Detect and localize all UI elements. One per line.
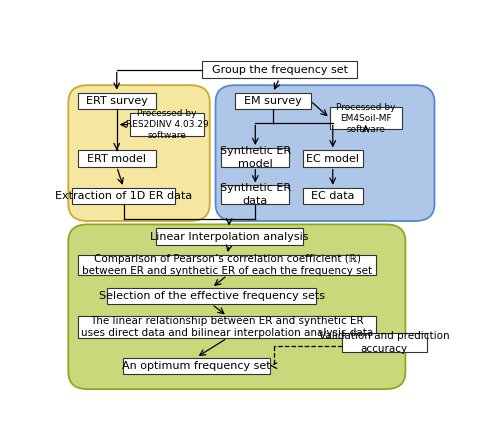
FancyBboxPatch shape: [78, 255, 376, 275]
Text: Selection of the effective frequency sets: Selection of the effective frequency set…: [98, 291, 324, 301]
FancyBboxPatch shape: [78, 93, 156, 109]
FancyBboxPatch shape: [68, 224, 406, 389]
Text: Extraction of 1D ER data: Extraction of 1D ER data: [55, 191, 192, 201]
FancyBboxPatch shape: [122, 358, 270, 374]
FancyBboxPatch shape: [72, 188, 175, 204]
FancyBboxPatch shape: [78, 150, 156, 167]
Text: Processed by
RES2DINV 4.03.29
software: Processed by RES2DINV 4.03.29 software: [126, 109, 208, 140]
FancyBboxPatch shape: [235, 93, 310, 109]
FancyBboxPatch shape: [202, 61, 357, 78]
Text: An optimum frequency set: An optimum frequency set: [122, 361, 270, 371]
Text: EC data: EC data: [311, 191, 354, 201]
Text: Comparison of Pearson’s correlation coefficient (ℝ)
between ER and synthetic ER : Comparison of Pearson’s correlation coef…: [82, 254, 372, 277]
Text: EM survey: EM survey: [244, 96, 302, 106]
FancyBboxPatch shape: [303, 150, 363, 167]
Text: Linear Interpolation analysis: Linear Interpolation analysis: [150, 232, 308, 242]
FancyBboxPatch shape: [216, 85, 434, 221]
Text: ERT model: ERT model: [88, 153, 146, 164]
FancyBboxPatch shape: [107, 288, 316, 304]
Text: Synthetic ER
model: Synthetic ER model: [220, 146, 291, 168]
FancyBboxPatch shape: [330, 107, 402, 129]
FancyBboxPatch shape: [68, 85, 210, 221]
FancyBboxPatch shape: [303, 188, 363, 204]
Text: Validation and prediction
accuracy: Validation and prediction accuracy: [319, 331, 450, 354]
FancyBboxPatch shape: [342, 333, 427, 352]
FancyBboxPatch shape: [130, 113, 204, 136]
FancyBboxPatch shape: [78, 316, 376, 338]
FancyBboxPatch shape: [222, 148, 289, 167]
FancyBboxPatch shape: [222, 185, 289, 204]
FancyBboxPatch shape: [156, 228, 303, 245]
Text: ERT survey: ERT survey: [86, 96, 148, 106]
Text: EC model: EC model: [306, 153, 360, 164]
Text: Synthetic ER
data: Synthetic ER data: [220, 183, 291, 206]
Text: Processed by
EM4Soil-MF
software: Processed by EM4Soil-MF software: [336, 103, 396, 134]
Text: The linear relationship between ER and synthetic ER
uses direct data and bilinea: The linear relationship between ER and s…: [81, 316, 374, 338]
Text: Group the frequency set: Group the frequency set: [212, 64, 348, 75]
